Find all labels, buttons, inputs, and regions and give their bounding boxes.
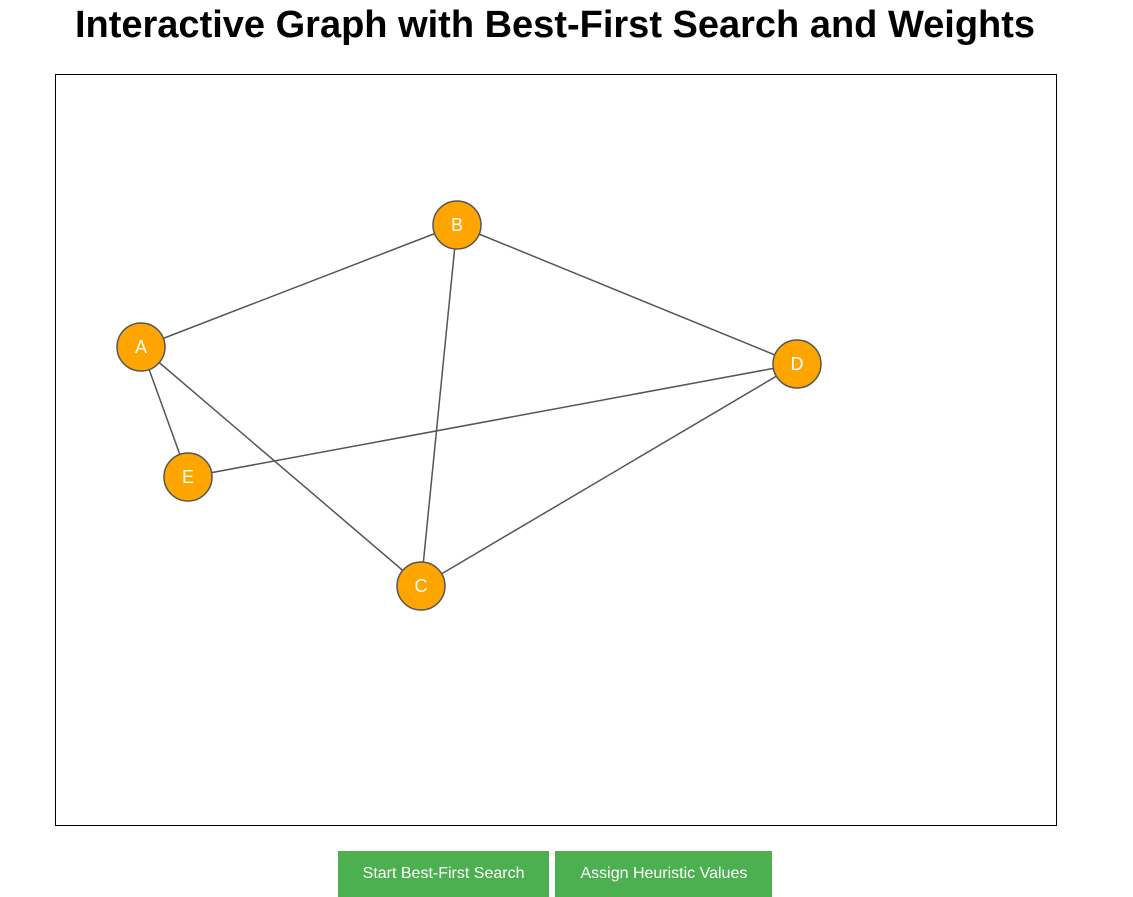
assign-heuristic-values-button[interactable]: Assign Heuristic Values [555, 851, 773, 897]
edge-c-d [420, 363, 798, 587]
edges-layer [140, 224, 798, 587]
node-d[interactable]: D [772, 339, 822, 389]
node-a[interactable]: A [116, 322, 166, 372]
node-e[interactable]: E [163, 452, 213, 502]
edge-e-d [187, 363, 798, 478]
graph-canvas[interactable]: A B C D E [55, 74, 1057, 826]
edge-a-c [140, 346, 422, 587]
node-b[interactable]: B [432, 200, 482, 250]
node-circle[interactable] [772, 339, 822, 389]
start-best-first-search-button[interactable]: Start Best-First Search [337, 851, 550, 897]
node-circle[interactable] [163, 452, 213, 502]
edge-b-d [456, 224, 798, 365]
node-circle[interactable] [432, 200, 482, 250]
node-c[interactable]: C [396, 561, 446, 611]
graph-svg[interactable]: A B C D E [56, 75, 1056, 825]
edge-b-c [420, 224, 458, 587]
controls-bar: Start Best-First Search Assign Heuristic… [0, 851, 1110, 897]
node-circle[interactable] [116, 322, 166, 372]
page-title: Interactive Graph with Best-First Search… [74, 4, 1036, 46]
node-circle[interactable] [396, 561, 446, 611]
nodes-layer[interactable]: A B C D E [116, 200, 822, 611]
edge-a-b [140, 224, 458, 348]
